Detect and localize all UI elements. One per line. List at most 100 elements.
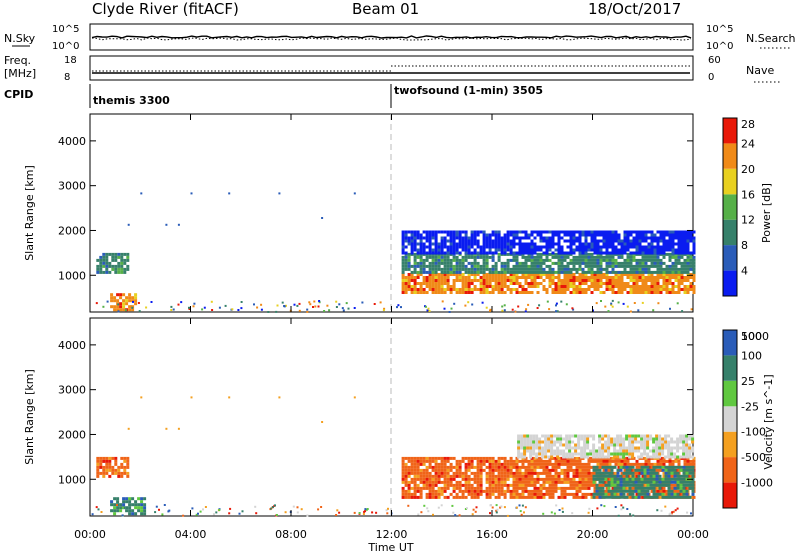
range-gate-cell (518, 282, 522, 285)
range-gate-cell (671, 288, 675, 291)
range-gate-cell (521, 471, 525, 475)
range-gate-cell (674, 264, 678, 268)
range-gate-cell (629, 276, 633, 279)
range-gate-cell (680, 288, 684, 291)
range-gate-cell (500, 492, 504, 496)
nave-tick-bottom: 0 (708, 72, 714, 83)
range-gate-cell (401, 261, 405, 265)
range-gate-cell (404, 288, 408, 291)
range-gate-cell (494, 486, 498, 490)
range-gate-cell (475, 506, 478, 509)
range-gate-cell (611, 255, 615, 259)
range-gate-cell (437, 258, 441, 262)
range-gate-cell (476, 264, 480, 268)
range-gate-cell (545, 465, 549, 469)
range-gate-cell (443, 486, 447, 490)
range-gate-cell (646, 495, 650, 499)
range-gate-cell (581, 471, 585, 475)
colorbar-swatch (723, 406, 737, 432)
range-gate-cell (506, 276, 510, 279)
ytick-label: 2000 (58, 224, 86, 237)
range-gate-cell (506, 261, 510, 265)
range-gate-cell (455, 480, 459, 484)
range-gate-cell (607, 440, 611, 444)
range-gate-cell (616, 489, 620, 493)
range-gate-cell (419, 291, 423, 294)
range-gate-cell (512, 459, 516, 463)
range-gate-cell (503, 474, 507, 478)
range-gate-cell (677, 251, 681, 255)
range-gate-cell (548, 230, 552, 234)
range-gate-cell (610, 477, 614, 481)
range-gate-cell (677, 258, 681, 262)
range-gate-cell (661, 443, 665, 447)
range-gate-cell (449, 245, 453, 249)
range-gate-cell (485, 276, 489, 279)
range-gate-cell (686, 459, 690, 463)
range-gate-cell (410, 486, 414, 490)
range-gate-cell (538, 446, 542, 450)
range-gate-cell (578, 459, 582, 463)
range-gate-cell (110, 503, 114, 507)
range-gate-cell (670, 512, 673, 515)
range-gate-cell (195, 513, 198, 516)
range-gate-cell (515, 261, 519, 265)
range-gate-cell (117, 465, 121, 469)
range-gate-cell (491, 270, 495, 274)
range-gate-cell (476, 267, 480, 271)
nsearch-trace (91, 37, 692, 41)
range-gate-cell (410, 264, 414, 268)
range-gate-cell (536, 285, 540, 288)
range-gate-cell (119, 506, 123, 510)
range-gate-cell (667, 477, 671, 481)
range-gate-cell (479, 489, 483, 493)
range-gate-cell (491, 264, 495, 268)
range-gate-cell (500, 483, 504, 487)
range-gate-cell (518, 471, 522, 475)
range-gate-cell (452, 279, 456, 282)
range-gate-cell (523, 449, 527, 453)
range-gate-cell (425, 456, 429, 460)
range-gate-cell (476, 489, 480, 493)
range-gate-cell (596, 276, 600, 279)
range-gate-cell (659, 462, 663, 466)
range-gate-cell (692, 239, 696, 243)
range-gate-cell (644, 282, 648, 285)
range-gate-cell (491, 255, 495, 259)
range-gate-cell (485, 480, 489, 484)
range-gate-cell (683, 261, 687, 265)
range-gate-cell (479, 264, 483, 268)
range-gate-cell (542, 288, 546, 291)
range-gate-cell (518, 230, 522, 234)
range-gate-cell (479, 492, 483, 496)
range-gate-cell (637, 486, 641, 490)
range-gate-cell (662, 486, 666, 490)
range-gate-cell (401, 468, 405, 472)
range-gate-cell (137, 506, 141, 510)
range-gate-cell (428, 242, 432, 246)
range-gate-cell (619, 440, 623, 444)
range-gate-cell (548, 245, 552, 249)
range-gate-cell (523, 455, 527, 459)
range-gate-cell (634, 489, 638, 493)
range-gate-cell (102, 471, 106, 475)
range-gate-cell (479, 276, 483, 279)
range-gate-cell (431, 267, 435, 271)
range-gate-cell (554, 465, 558, 469)
range-gate-cell (434, 459, 438, 463)
range-gate-cell (515, 486, 519, 490)
range-gate-cell (96, 267, 100, 271)
range-gate-cell (431, 288, 435, 291)
range-gate-cell (643, 474, 647, 478)
range-gate-cell (536, 258, 540, 262)
range-gate-cell (608, 251, 612, 255)
range-gate-cell (455, 251, 459, 255)
range-gate-cell (569, 279, 573, 282)
range-gate-cell (401, 279, 405, 282)
range-gate-cell (569, 248, 573, 252)
range-gate-cell (461, 261, 465, 265)
range-gate-cell (530, 270, 534, 274)
range-gate-cell (410, 242, 414, 246)
range-gate-cell (479, 483, 483, 487)
